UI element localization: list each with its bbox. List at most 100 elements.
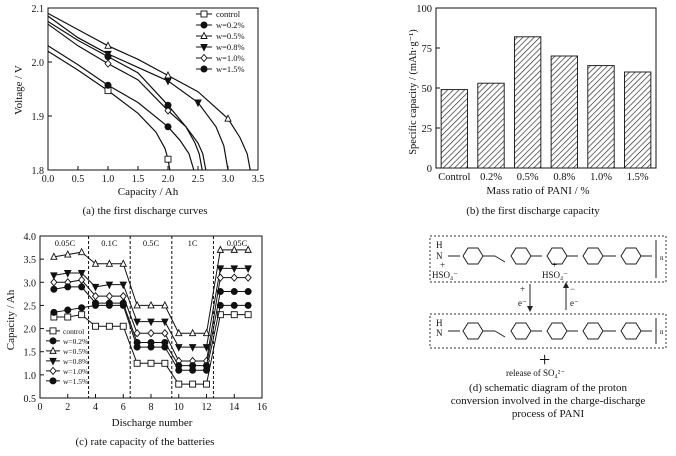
x-tick-label: 1.5% <box>627 172 649 183</box>
data-point <box>164 101 172 109</box>
x-tick-label: 0.5 <box>72 174 85 185</box>
data-point <box>244 265 252 274</box>
data-point <box>104 81 112 89</box>
data-point <box>224 114 232 122</box>
data-point <box>50 278 58 287</box>
data-point <box>244 301 252 309</box>
caption-c: (c) rate capacity of the batteries <box>75 436 215 448</box>
data-point <box>147 338 155 346</box>
data-point <box>147 329 155 338</box>
data-point <box>216 265 225 274</box>
data-point <box>105 299 113 307</box>
data-point <box>161 318 169 327</box>
y-tick-label: 25 <box>422 124 433 135</box>
proton-conversion-schematic: H N + HSO₄⁻ + HSO₄⁻ n + e⁻ − e⁻ <box>429 235 667 378</box>
x-tick-label: 16 <box>257 402 267 413</box>
panel-d: H N + HSO₄⁻ + HSO₄⁻ n + e⁻ − e⁻ <box>420 228 676 456</box>
arrow-right-e: e⁻ <box>570 298 579 308</box>
y-tick-label: 100 <box>416 4 432 15</box>
data-point <box>50 272 58 280</box>
data-point <box>104 41 112 49</box>
data-point <box>189 362 197 370</box>
plot-frame <box>47 7 259 171</box>
data-point <box>133 318 141 327</box>
data-point <box>164 77 172 86</box>
data-point <box>189 380 197 388</box>
x-tick-label: 3.5 <box>252 174 265 185</box>
bottom-molecule <box>448 318 657 344</box>
data-point <box>64 283 72 291</box>
plus-big: + <box>539 349 550 371</box>
capacity-bar-chart: 0 25 50 75 100 Control 0.2% 0.5% 0.8% 1.0% 1.5% Sp… <box>408 4 657 197</box>
y-tick-label: 4.0 <box>24 232 37 243</box>
data-point <box>119 281 128 290</box>
data-point <box>161 300 169 309</box>
axis-label-y: Specific capacity / (mAh·g⁻¹) <box>408 29 419 155</box>
legend-label: w=1.5% <box>63 377 88 386</box>
data-point <box>164 123 172 131</box>
y-tick-label: 2.1 <box>32 4 45 15</box>
legend-label: w=0.2% <box>216 20 245 30</box>
data-point <box>194 99 202 108</box>
panel-c: 0 2 4 6 8 10 12 14 16 0.5 1.0 1.5 2.0 2.5 3.0 3.5 4.0 0.0… <box>0 228 290 456</box>
data-point <box>175 328 183 337</box>
x-tick-label: 0 <box>38 402 43 413</box>
data-point <box>64 250 72 258</box>
legend-marker <box>200 44 208 52</box>
hso4-left: HSO₄⁻ <box>432 270 458 280</box>
data-point <box>203 362 210 370</box>
axis-label-y: Voltage / V <box>13 65 25 115</box>
data-point <box>133 359 141 367</box>
y-tick-label: 2.5 <box>24 301 37 312</box>
data-point <box>175 380 183 388</box>
x-tick-label: 0.0 <box>42 174 55 185</box>
legend-label: w=0.5% <box>63 347 88 356</box>
x-tick-label: 12 <box>202 402 212 413</box>
legend-marker <box>200 31 208 39</box>
legend-marker <box>49 357 57 366</box>
release-label: release of SO₄²⁻ <box>506 368 565 378</box>
data-point <box>78 283 86 291</box>
h-label-bottom: H <box>436 318 443 328</box>
axis-label-x: Capacity / Ah <box>118 186 179 198</box>
data-point <box>78 304 86 312</box>
data-point <box>164 106 172 115</box>
y-tick-label: 1.8 <box>32 166 45 177</box>
bar <box>624 71 652 169</box>
data-point <box>202 344 211 352</box>
data-point <box>202 328 211 337</box>
data-point <box>230 245 238 253</box>
data-point <box>188 328 197 337</box>
data-point <box>161 359 169 367</box>
data-point <box>50 308 58 316</box>
legend-label: w=1.5% <box>216 64 245 74</box>
bottom-molecule-box <box>429 313 667 349</box>
plus-mid: + <box>552 260 557 270</box>
y-tick-label: 3.0 <box>24 278 37 289</box>
y-tick-label: 50 <box>422 84 433 95</box>
data-point <box>161 329 169 338</box>
data-point <box>104 53 112 61</box>
legend-marker <box>49 327 57 335</box>
n-subscript-bottom: n <box>660 328 664 336</box>
bar <box>514 36 542 169</box>
data-point <box>50 252 58 260</box>
legend-marker <box>49 366 57 376</box>
top-molecule-box <box>429 235 667 283</box>
plus-left: + <box>440 260 445 270</box>
x-tick-label: 10 <box>174 402 184 413</box>
series-line <box>47 45 195 171</box>
x-tick-label: 14 <box>229 402 239 413</box>
n-label-top: N <box>436 251 443 261</box>
data-point <box>77 270 86 278</box>
data-point <box>133 329 141 338</box>
data-point <box>119 299 127 307</box>
axis-label-x: Discharge number <box>112 417 193 429</box>
rate-annotation: 0.5C <box>143 238 160 248</box>
bar <box>550 55 578 169</box>
legend-label: control <box>63 327 84 336</box>
data-point <box>119 259 127 267</box>
panel-b: 0 25 50 75 100 Control 0.2% 0.5% 0.8% 1.0% 1.5% Sp… <box>390 0 676 222</box>
data-point <box>244 311 252 319</box>
bar <box>587 65 615 169</box>
